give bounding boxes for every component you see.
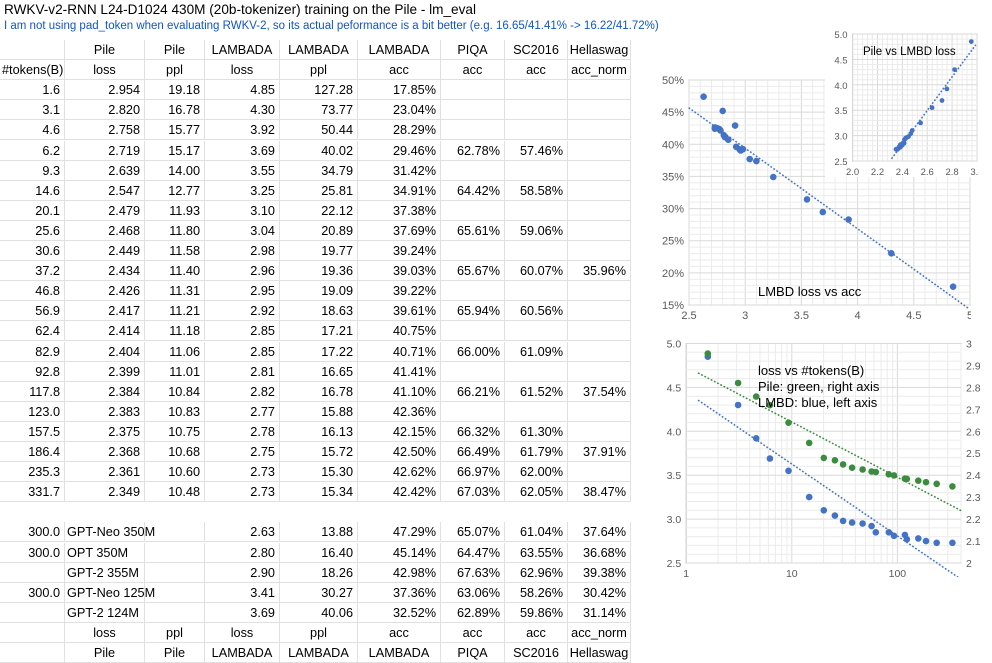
svg-text:2.5: 2.5 <box>834 157 847 168</box>
svg-text:LMBD: blue, left axis: LMBD: blue, left axis <box>758 395 878 410</box>
svg-text:2.8: 2.8 <box>945 167 958 177</box>
svg-text:3.0: 3.0 <box>666 514 681 526</box>
svg-text:loss vs #tokens(B): loss vs #tokens(B) <box>758 363 864 378</box>
svg-text:5: 5 <box>966 310 970 322</box>
svg-text:3.5: 3.5 <box>793 310 808 322</box>
svg-text:2.7: 2.7 <box>966 404 981 416</box>
svg-text:3.0: 3.0 <box>970 167 978 177</box>
svg-text:LMBD loss vs acc: LMBD loss vs acc <box>758 284 862 299</box>
svg-text:Pile: green, right axis: Pile: green, right axis <box>758 379 880 394</box>
svg-text:5.0: 5.0 <box>834 30 847 41</box>
svg-text:2.6: 2.6 <box>921 167 934 177</box>
svg-text:30%: 30% <box>661 203 683 215</box>
svg-text:2.3: 2.3 <box>966 492 981 504</box>
svg-text:2: 2 <box>966 558 972 570</box>
svg-text:2.5: 2.5 <box>966 448 981 460</box>
svg-text:10: 10 <box>786 568 798 577</box>
svg-text:3: 3 <box>966 339 972 351</box>
svg-text:4.0: 4.0 <box>666 426 681 438</box>
svg-text:4.5: 4.5 <box>906 310 921 322</box>
svg-text:2.2: 2.2 <box>966 514 981 526</box>
svg-text:2.0: 2.0 <box>846 167 859 177</box>
svg-text:100: 100 <box>888 568 906 577</box>
svg-text:4: 4 <box>854 310 860 322</box>
svg-text:2.6: 2.6 <box>966 426 981 438</box>
svg-text:3.5: 3.5 <box>666 470 681 482</box>
svg-text:2.9: 2.9 <box>966 361 981 373</box>
svg-text:2.4: 2.4 <box>966 470 981 482</box>
svg-text:Pile vs LMBD loss: Pile vs LMBD loss <box>863 46 956 58</box>
svg-text:2.2: 2.2 <box>871 167 884 177</box>
svg-text:3: 3 <box>742 310 748 322</box>
svg-text:45%: 45% <box>661 107 683 119</box>
svg-text:15%: 15% <box>661 300 683 312</box>
svg-text:5.0: 5.0 <box>666 339 681 351</box>
svg-text:2.5: 2.5 <box>666 558 681 570</box>
svg-text:2.8: 2.8 <box>966 382 981 394</box>
svg-text:20%: 20% <box>661 267 683 279</box>
svg-text:4.5: 4.5 <box>666 382 681 394</box>
svg-text:40%: 40% <box>661 139 683 151</box>
svg-text:2.4: 2.4 <box>896 167 909 177</box>
svg-text:4.0: 4.0 <box>834 81 847 92</box>
svg-text:25%: 25% <box>661 235 683 247</box>
svg-text:3.5: 3.5 <box>834 106 847 117</box>
svg-text:3.0: 3.0 <box>834 132 847 143</box>
svg-text:4.5: 4.5 <box>834 55 847 66</box>
svg-text:50%: 50% <box>661 75 683 87</box>
svg-text:35%: 35% <box>661 171 683 183</box>
svg-text:1: 1 <box>683 568 689 577</box>
svg-text:2.1: 2.1 <box>966 536 981 548</box>
